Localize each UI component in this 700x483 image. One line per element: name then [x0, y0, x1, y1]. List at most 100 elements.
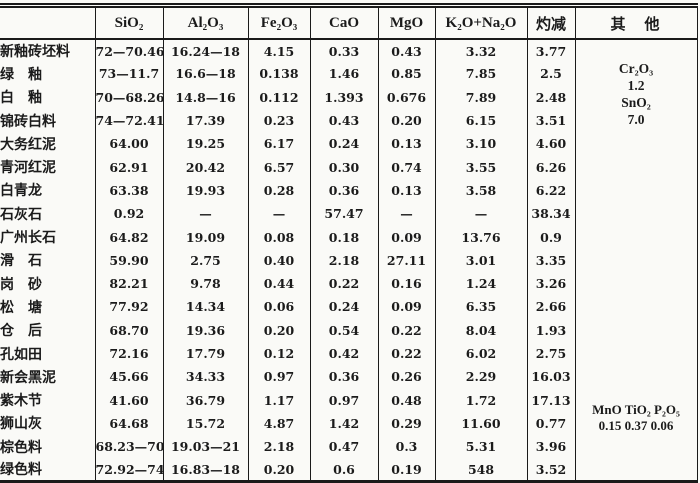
cell: 0.43 [309, 108, 378, 133]
cell: 0.97 [309, 388, 378, 412]
cell: 0.30 [309, 155, 378, 179]
cell: 82.21 [94, 271, 163, 296]
table-row: 新釉砖坯料 72—70.46 16.24—18 4.15 0.33 0.43 3.32 3.7… [0, 39, 697, 482]
cell: 3.96 [526, 435, 575, 459]
cell: 0.36 [309, 365, 378, 389]
cell: 0.06 [247, 295, 310, 319]
cell: 64.00 [94, 132, 163, 156]
cell: 3.35 [526, 248, 575, 272]
others-note: Cr₂O₃ 1.2 SnO₂ 7.0 [576, 60, 697, 128]
cell: 9.78 [162, 271, 248, 296]
cell: 0.9 [526, 225, 575, 249]
table-row: 锦砖白料 74—72.41 17.39 0.23 0.43 0.20 6.15 3.51 [0, 108, 697, 133]
cell: 0.18 [309, 225, 378, 249]
table-row: 仓 后 68.70 19.36 0.20 0.54 0.22 8.04 1.93 [0, 318, 697, 342]
cell: 45.66 [94, 365, 163, 389]
cell: 0.16 [377, 271, 435, 296]
cell: 8.04 [434, 318, 527, 342]
row-label: 狮山灰 [0, 417, 42, 433]
row-label: 绿色料 [0, 463, 42, 479]
cell: 0.13 [377, 178, 435, 203]
cell: 0.97 [247, 365, 310, 389]
cell: 6.15 [434, 108, 527, 133]
row-label: 棕色料 [0, 440, 42, 456]
cell: 0.74 [377, 155, 435, 179]
table-row: 白青龙 63.38 19.93 0.28 0.36 0.13 3.58 6.22 [0, 178, 697, 203]
cell: 0.22 [309, 271, 378, 296]
cell: 38.34 [526, 202, 575, 226]
header-al2o3: Al₂O₃ [162, 5, 248, 40]
row-label: 新釉砖坯料 [0, 45, 70, 61]
cell: 3.77 [526, 39, 575, 63]
cell: 11.60 [434, 411, 527, 436]
cell: 0.54 [309, 318, 378, 342]
cell: 16.24—18 [162, 39, 248, 63]
cell: 16.83—18 [162, 458, 248, 482]
row-label: 松 塘 [0, 300, 42, 316]
header-empty [0, 5, 95, 40]
cell: 3.10 [434, 132, 527, 156]
cell: 19.03—21 [162, 435, 248, 459]
cell: 77.92 [94, 295, 163, 319]
cell: 16.6—18 [162, 62, 248, 86]
others-note-line: Cr₂O₃ [618, 61, 654, 76]
cell: 2.5 [526, 62, 575, 86]
cell: 16.03 [526, 365, 575, 389]
cell: 0.676 [377, 85, 435, 109]
cell: 0.08 [247, 225, 310, 249]
cell: 72.92—74 [94, 458, 163, 482]
table-row: 石灰石 0.92— —57.47— —38.34 [0, 202, 697, 226]
cell: — [377, 202, 435, 226]
cell: 68.70 [94, 318, 163, 342]
row-label: 白青龙 [0, 184, 42, 200]
cell: 0.12 [247, 341, 310, 366]
cell: 0.77 [526, 411, 575, 436]
cell: 64.68 [94, 411, 163, 436]
header-ignition-loss: 灼减 [526, 5, 575, 40]
cell: 70—68.26 [94, 85, 163, 109]
cell: 20.42 [162, 155, 248, 179]
cell: 4.87 [247, 411, 310, 436]
table-row: 松 塘 77.92 14.34 0.06 0.24 0.09 6.35 2.66 [0, 295, 697, 319]
cell: — [162, 202, 248, 226]
table-row: 白 釉 70—68.26 14.8—16 0.112 1.393 0.676 7.89 2.4… [0, 85, 697, 109]
cell: 14.34 [162, 295, 248, 319]
header-k2o-na2o: K₂O+Na₂O [434, 5, 527, 40]
others-note-line: SnO₂ [621, 95, 651, 110]
table-row: 广州长石 64.82 19.09 0.08 0.18 0.09 13.76 0.9 [0, 225, 697, 249]
cell: 548 [434, 458, 527, 482]
cell: 3.26 [526, 271, 575, 296]
table-row: 狮山灰 64.68 15.72 4.87 1.42 0.29 11.60 0.77 [0, 411, 697, 436]
cell: — [434, 202, 527, 226]
table-row: 棕色料 68.23—70 19.03—21 2.18 0.47 0.3 5.31 3.96 [0, 435, 697, 459]
cell: 27.11 [377, 248, 435, 272]
header-sio2: SiO₂ [94, 5, 163, 40]
table-row: 岗 砂 82.21 9.78 0.44 0.22 0.16 1.24 3.26 [0, 271, 697, 296]
cell: 1.46 [309, 62, 378, 86]
header-row: SiO₂ Al₂O₃ Fe₂O₃ CaO MgO K₂O+Na₂O 灼减 其 他 [0, 5, 697, 40]
cell: 0.42 [309, 341, 378, 366]
table-row: 青河红泥 62.91 20.42 6.57 0.30 0.74 3.55 6.26 [0, 155, 697, 179]
header-others: 其 他 [574, 5, 697, 40]
cell: 0.28 [247, 178, 310, 203]
table-row: 孔如田 72.16 17.79 0.12 0.42 0.22 6.02 2.75 [0, 341, 697, 366]
others-note: MnO TiO₂ P₂O₅ 0.15 0.37 0.06 [576, 402, 697, 434]
cell: 0.33 [309, 39, 378, 63]
table-row: 紫木节 41.60 36.79 1.17 0.97 0.48 1.72 17.13 [0, 388, 697, 412]
cell: 6.35 [434, 295, 527, 319]
cell: 19.36 [162, 318, 248, 342]
cell: 0.43 [377, 39, 435, 63]
table-row: 新会黑泥 45.66 34.33 0.97 0.36 0.26 2.29 16.03 [0, 365, 697, 389]
cell: 6.02 [434, 341, 527, 366]
cell: 41.60 [94, 388, 163, 412]
cell: 4.15 [247, 39, 310, 63]
cell: 1.72 [434, 388, 527, 412]
cell: 1.93 [526, 318, 575, 342]
cell: 74—72.41 [94, 108, 163, 133]
cell: 0.6 [309, 458, 378, 482]
cell: 19.25 [162, 132, 248, 156]
cell: 0.26 [377, 365, 435, 389]
cell: 14.8—16 [162, 85, 248, 109]
others-note-line: 7.0 [627, 112, 645, 127]
